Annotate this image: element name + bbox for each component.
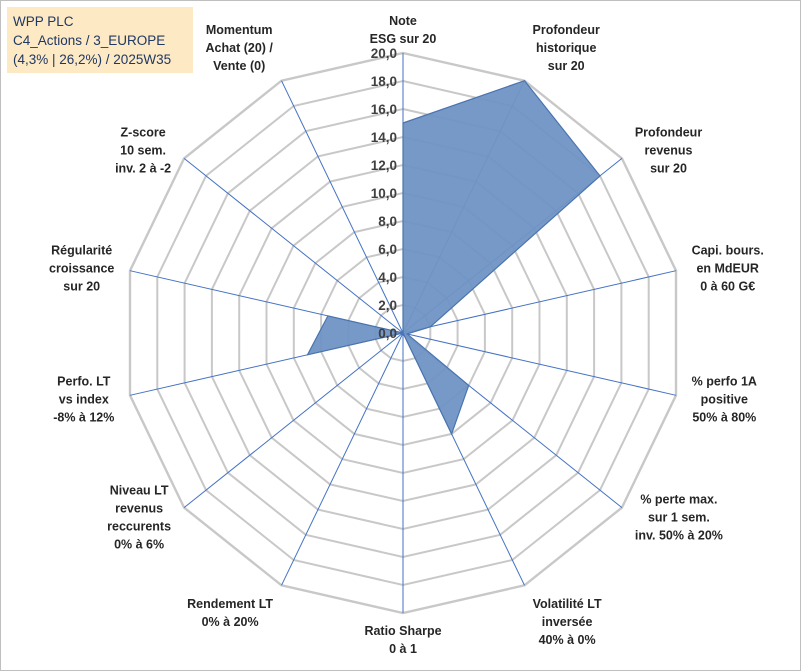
axis-label: Capi. bours. en MdEUR 0 à 60 G€ (692, 244, 764, 294)
tick-label: 14,0 (371, 130, 397, 145)
tick-label: 4,0 (378, 270, 397, 285)
axis-spoke (183, 332, 404, 508)
axis-label: % perte max. sur 1 sem. inv. 50% à 20% (635, 492, 723, 542)
radar-series (306, 79, 601, 436)
axis-label: Volatilité LT inversée 40% à 0% (533, 597, 602, 647)
axis-label: Momentum Achat (20) / Vente (0) (206, 23, 274, 73)
axis-label: Z-score 10 sem. inv. 2 à -2 (115, 126, 171, 176)
company-name: WPP PLC (13, 14, 74, 29)
info-box: WPP PLC C4_Actions / 3_EUROPE (4,3% | 26… (7, 7, 193, 73)
radar-tick-labels: 0,0 2,0 4,0 6,0 8,0 10,0 12,0 14,0 16,0 18,0 20,0 (371, 46, 397, 341)
tick-label: 8,0 (378, 214, 397, 229)
axis-spoke (281, 332, 404, 586)
axis-label: Note ESG sur 20 (370, 14, 437, 46)
category-label: C4_Actions / 3_EUROPE (13, 33, 166, 48)
tick-label: 10,0 (371, 186, 397, 201)
axis-label: Profondeur historique sur 20 (533, 23, 600, 73)
tick-label: 16,0 (371, 102, 397, 117)
tick-label: 6,0 (378, 242, 397, 257)
details-label: (4,3% | 26,2%) / 2025W35 (13, 52, 172, 67)
radar-axis-labels: Note ESG sur 20 Profondeur historique sur 20… (49, 14, 764, 656)
axis-label: Rendement LT 0% à 20% (187, 597, 273, 629)
tick-label: 0,0 (378, 326, 397, 341)
tick-label: 20,0 (371, 46, 397, 61)
tick-label: 2,0 (378, 298, 397, 313)
axis-label: Régularité croissance sur 20 (49, 244, 114, 294)
tick-label: 12,0 (371, 158, 397, 173)
axis-label: Niveau LT revenus reccurents 0% à 6% (107, 483, 171, 551)
axis-spoke (281, 80, 404, 334)
axis-spoke (402, 332, 677, 396)
axis-label: Perfo. LT vs index -8% à 12% (53, 374, 114, 424)
series-area (306, 79, 601, 436)
axis-label: Profondeur revenus sur 20 (635, 126, 702, 176)
axis-spoke (183, 158, 404, 334)
tick-label: 18,0 (371, 74, 397, 89)
axis-label: Ratio Sharpe 0 à 1 (364, 624, 441, 656)
axis-label: % perfo 1A positive 50% à 80% (692, 374, 757, 424)
axis-spoke (402, 270, 677, 334)
